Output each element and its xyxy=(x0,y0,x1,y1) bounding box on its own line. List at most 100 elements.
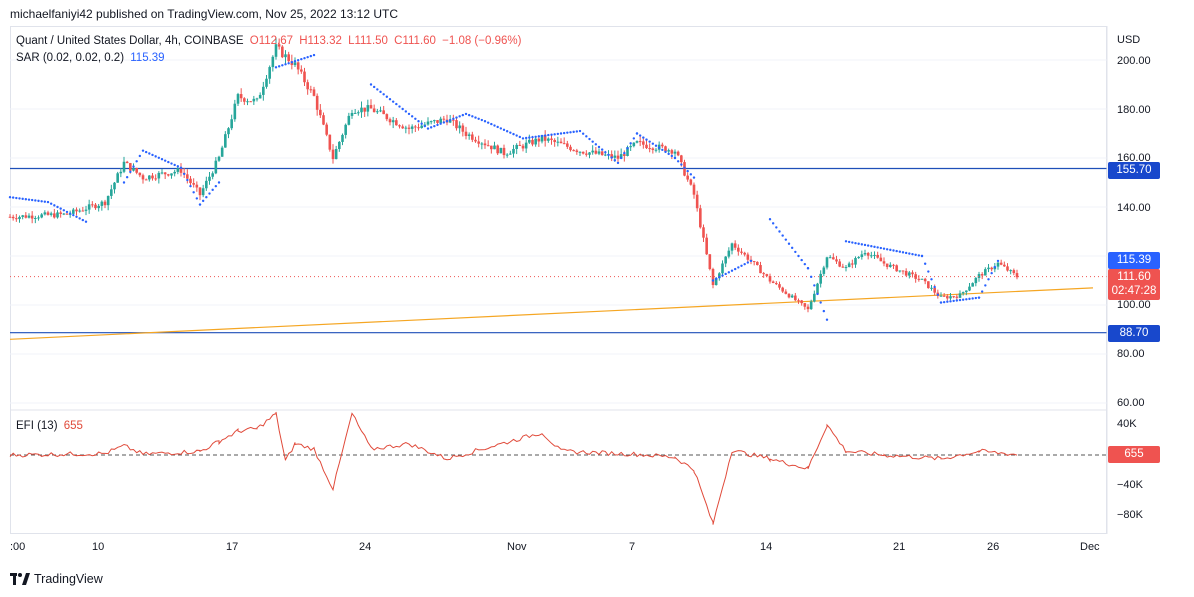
candle-body xyxy=(968,286,971,291)
sar-dot xyxy=(376,88,379,91)
candle-body xyxy=(490,145,493,150)
candle-body xyxy=(189,178,192,184)
candle-body xyxy=(547,138,550,141)
candle-body xyxy=(8,216,12,218)
candle-body xyxy=(350,112,354,116)
publisher-line: michaelfaniyi42 published on TradingView… xyxy=(10,7,399,21)
sar-dot xyxy=(683,166,686,169)
candle-body xyxy=(433,120,436,122)
candle-body xyxy=(566,143,569,147)
candle-body xyxy=(502,147,506,156)
candle-body xyxy=(721,263,724,274)
sar-dot xyxy=(733,267,737,271)
sar-dot xyxy=(21,197,24,201)
candle-body xyxy=(648,148,651,150)
candle-body xyxy=(667,150,670,152)
sar-dot xyxy=(448,118,452,122)
sar-dot xyxy=(581,132,585,135)
sar-dot xyxy=(790,246,794,250)
sar-dot xyxy=(689,173,693,176)
sar-dot xyxy=(312,53,316,57)
sar-dot xyxy=(680,163,683,166)
time-tick: Nov xyxy=(507,541,527,553)
sar-dot xyxy=(420,122,423,125)
sar-label: SAR (0.02, 0.02, 0.2) xyxy=(16,52,125,64)
sar-dot xyxy=(534,135,537,138)
sar-dot xyxy=(958,298,962,302)
sar-dot xyxy=(49,202,53,205)
sar-dot xyxy=(75,215,78,218)
candle-body xyxy=(106,195,110,206)
sar-dot xyxy=(211,188,214,192)
candle-body xyxy=(588,152,591,155)
candle-body xyxy=(125,161,129,164)
sar-dot xyxy=(309,54,313,58)
sar-dot xyxy=(68,212,72,215)
sar-dot xyxy=(524,136,528,140)
candle-body xyxy=(651,148,655,150)
efi-line xyxy=(9,411,1018,525)
candle-body xyxy=(34,217,37,219)
candle-body xyxy=(762,273,765,275)
candle-body xyxy=(46,212,50,215)
candle-body xyxy=(293,62,297,66)
sar-dot xyxy=(556,132,560,136)
sar-dot xyxy=(961,298,965,301)
trendline xyxy=(9,287,1094,340)
candle-body xyxy=(369,105,373,109)
candle-body xyxy=(27,215,31,218)
sar-dot xyxy=(559,132,563,135)
candle-body xyxy=(72,209,75,214)
candle-body xyxy=(148,175,151,180)
sar-dot xyxy=(537,135,541,138)
candle-body xyxy=(201,188,205,196)
sar-dot xyxy=(24,198,28,201)
sar-dot xyxy=(274,66,278,69)
candle-body xyxy=(999,262,1003,265)
sar-dot xyxy=(920,254,924,258)
candle-body xyxy=(480,143,484,145)
candle-body xyxy=(151,175,154,179)
candle-body xyxy=(186,174,189,179)
sar-dot xyxy=(496,125,499,129)
sar-dot xyxy=(385,95,389,98)
candle-body xyxy=(933,287,936,293)
sar-dot xyxy=(927,270,930,273)
candle-body xyxy=(315,95,319,110)
candle-body xyxy=(654,149,658,151)
candle-body xyxy=(550,138,553,140)
candle-body xyxy=(737,247,740,252)
sar-dot xyxy=(401,107,404,111)
candle-body xyxy=(581,151,585,154)
candle-body xyxy=(62,213,66,215)
candle-body xyxy=(879,257,883,262)
candle-body xyxy=(385,114,389,120)
candle-body xyxy=(274,44,278,57)
efi-value-tag: 655 xyxy=(1108,446,1160,463)
sar-dot xyxy=(718,276,721,279)
sar-dot xyxy=(607,153,610,157)
time-tick: Dec xyxy=(1080,541,1100,553)
candle-body xyxy=(163,172,167,175)
sar-dot xyxy=(664,150,667,154)
candle-body xyxy=(100,201,104,206)
sar-dot xyxy=(27,198,31,201)
candle-body xyxy=(635,141,639,143)
candle-body xyxy=(208,176,211,181)
candle-body xyxy=(816,283,819,294)
sar-dot xyxy=(550,133,553,136)
sar-dot xyxy=(30,198,34,202)
sar-dot xyxy=(8,196,12,199)
candle-body xyxy=(11,216,15,219)
candle-body xyxy=(901,270,905,272)
candle-body xyxy=(224,134,227,148)
candle-body xyxy=(642,141,645,145)
sar-dot xyxy=(844,240,848,243)
candle-body xyxy=(300,69,303,72)
candle-body xyxy=(521,145,525,149)
candle-body xyxy=(876,254,879,258)
sar-dot xyxy=(56,205,59,209)
tradingview-brand[interactable]: TradingView xyxy=(10,572,103,586)
candle-body xyxy=(214,160,218,174)
